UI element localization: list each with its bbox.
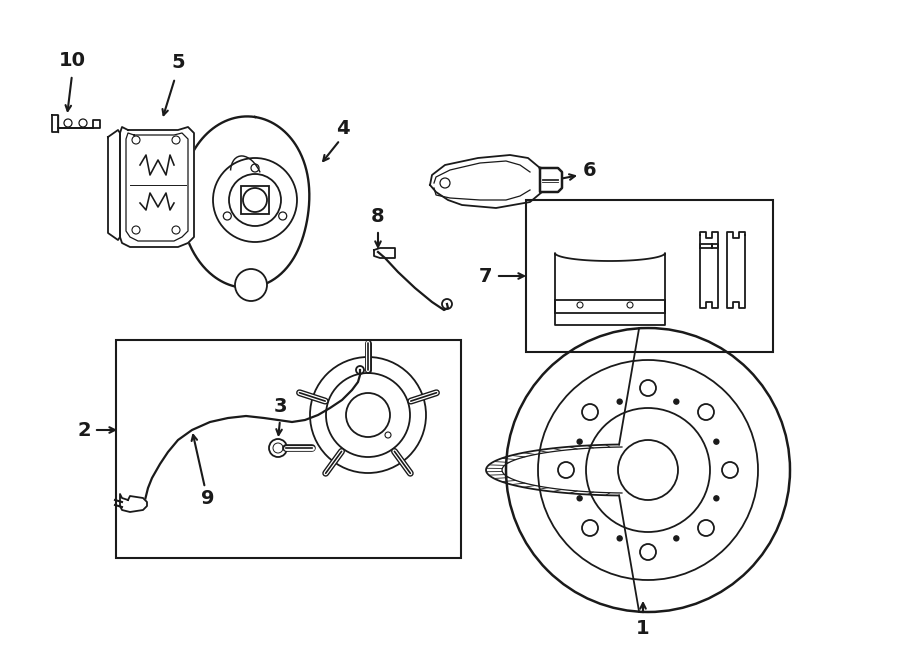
Text: 2: 2 <box>77 420 91 440</box>
Text: 4: 4 <box>337 118 350 137</box>
Polygon shape <box>181 116 310 288</box>
Bar <box>526 200 773 352</box>
Circle shape <box>577 439 582 444</box>
Circle shape <box>243 188 267 212</box>
Text: 6: 6 <box>583 161 597 180</box>
Circle shape <box>714 439 719 444</box>
Circle shape <box>714 496 719 501</box>
Polygon shape <box>120 127 194 247</box>
Text: 3: 3 <box>274 397 287 416</box>
Text: 8: 8 <box>371 208 385 227</box>
Bar <box>241 186 269 214</box>
Text: 9: 9 <box>202 488 215 508</box>
Polygon shape <box>700 232 718 308</box>
Bar <box>116 340 461 558</box>
Circle shape <box>235 269 267 301</box>
Circle shape <box>674 536 679 541</box>
Text: 7: 7 <box>479 266 493 286</box>
Polygon shape <box>727 232 745 308</box>
Circle shape <box>617 399 622 404</box>
Text: 5: 5 <box>171 54 184 73</box>
Polygon shape <box>430 155 545 208</box>
Circle shape <box>617 536 622 541</box>
Polygon shape <box>120 494 147 512</box>
Polygon shape <box>555 313 665 325</box>
Polygon shape <box>108 130 120 240</box>
Text: 10: 10 <box>58 50 86 69</box>
Polygon shape <box>540 168 562 192</box>
Circle shape <box>577 496 582 501</box>
Circle shape <box>310 357 426 473</box>
Circle shape <box>269 439 287 457</box>
Polygon shape <box>555 253 665 313</box>
Circle shape <box>674 399 679 404</box>
Text: 1: 1 <box>636 619 650 637</box>
Polygon shape <box>52 115 100 132</box>
